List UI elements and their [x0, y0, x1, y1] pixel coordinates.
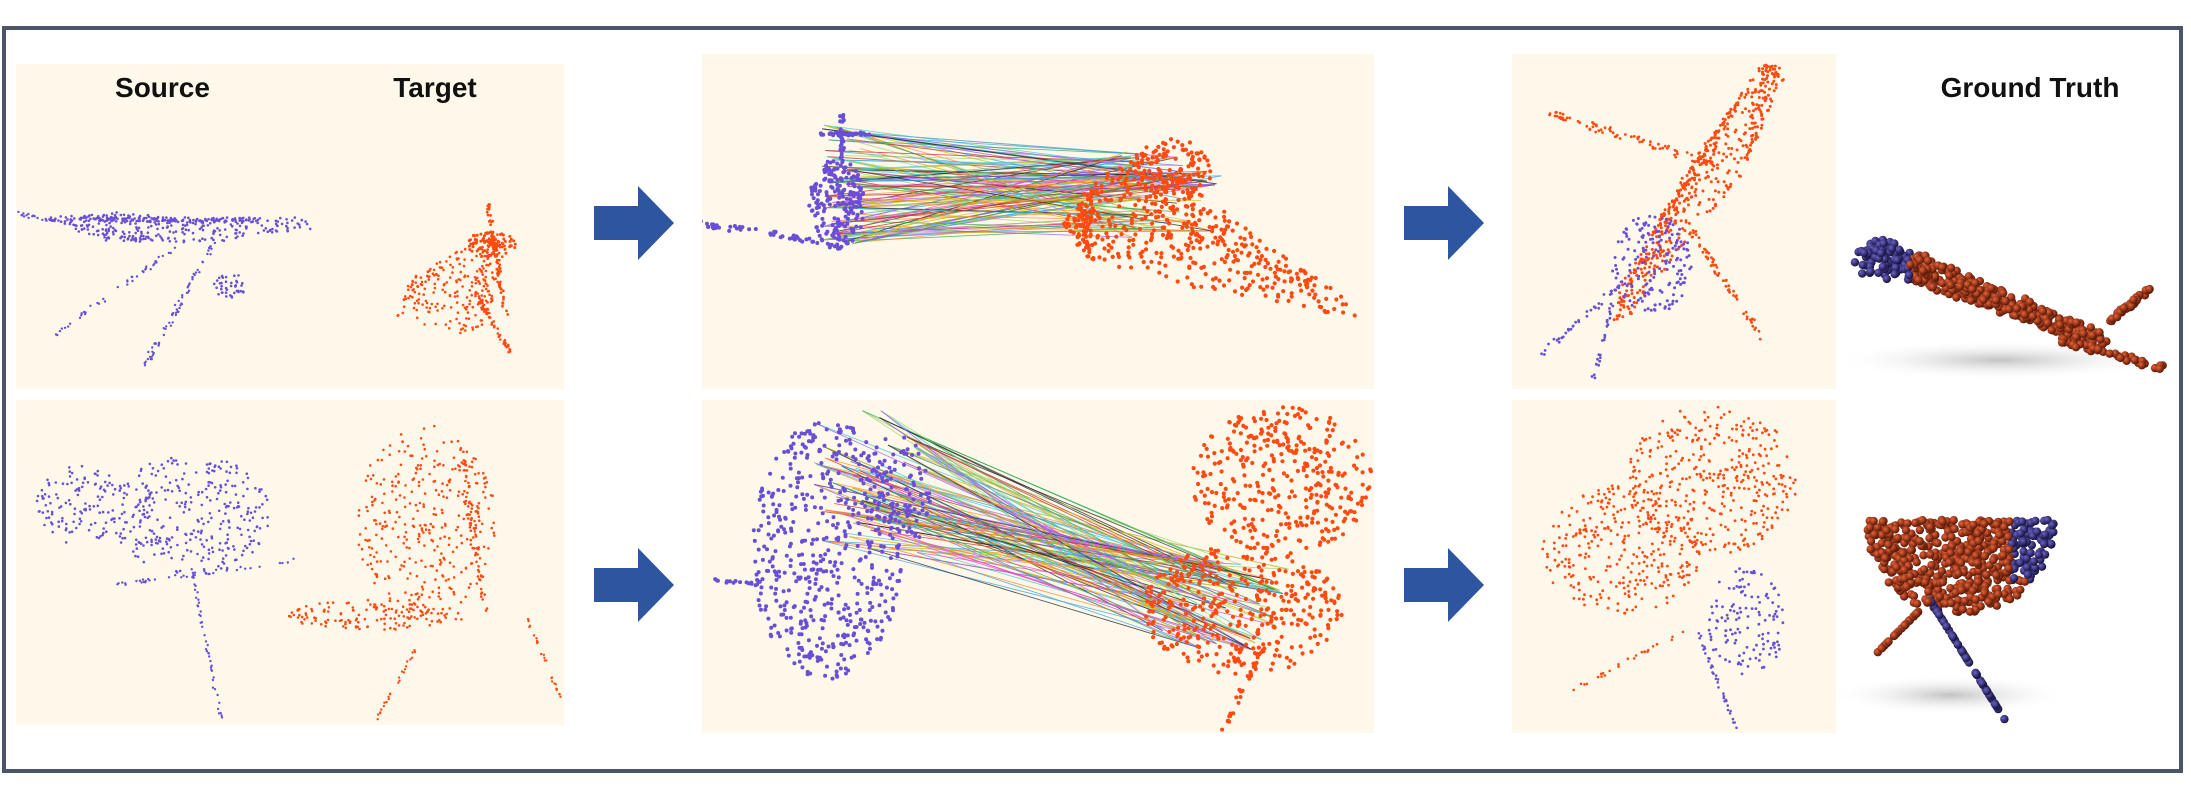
correspondence-panel-plant [702, 400, 1374, 733]
result-airplane [1540, 63, 1785, 380]
input-panel-plant [16, 400, 564, 725]
result-panel-plant [1512, 400, 1836, 733]
correspondence-airplane [702, 113, 1357, 318]
correspondence-panel-airplane [702, 54, 1374, 389]
input-airplane-points [17, 203, 517, 367]
result-panel-airplane [1512, 54, 1836, 389]
target-label: Target [393, 72, 477, 103]
figure-frame [2, 26, 2183, 773]
source-label: Source [115, 72, 210, 103]
arrow-icon [1404, 548, 1484, 622]
ground-truth-label: Ground Truth [1940, 72, 2120, 103]
correspondence-plant [713, 405, 1373, 732]
arrow-icon [594, 186, 674, 260]
result-plant [1541, 405, 1797, 730]
input-plant-points [35, 424, 562, 721]
input-panel-airplane [16, 64, 564, 389]
arrow-icon [594, 548, 674, 622]
arrow-icon [1404, 186, 1484, 260]
ground-truth-renderings [1830, 235, 2170, 724]
